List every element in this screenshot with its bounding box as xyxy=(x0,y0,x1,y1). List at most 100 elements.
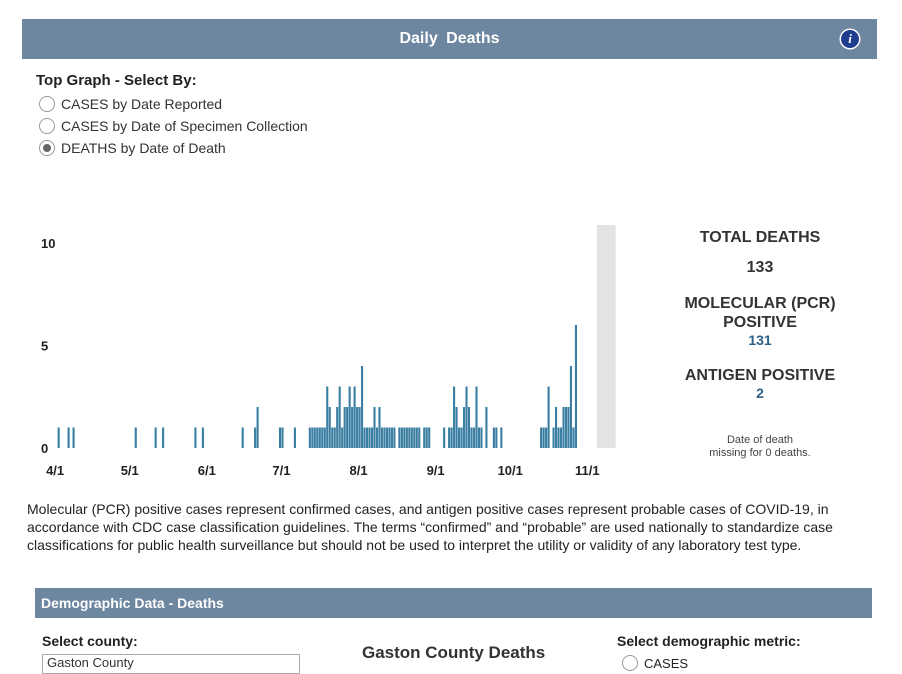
bar xyxy=(398,427,401,448)
county-deaths-title: Gaston County Deaths xyxy=(362,643,546,662)
bar xyxy=(323,427,326,448)
bar xyxy=(353,386,356,448)
classification-note: Molecular (PCR) positive cases represent… xyxy=(27,501,833,553)
bar xyxy=(321,427,324,448)
x-tick-label: 8/1 xyxy=(349,463,367,478)
bar xyxy=(351,407,354,448)
bar xyxy=(256,407,259,448)
bar xyxy=(333,427,336,448)
bar xyxy=(418,427,421,448)
highlight-band xyxy=(609,225,616,448)
bar xyxy=(567,407,570,448)
demographic-title: Demographic Data - Deaths xyxy=(41,595,224,611)
x-tick-label: 7/1 xyxy=(272,463,290,478)
county-dropdown[interactable]: Gaston County xyxy=(42,654,300,674)
pcr-value: 131 xyxy=(748,332,772,348)
total-deaths-label: TOTAL DEATHS xyxy=(699,229,821,246)
bar xyxy=(67,427,70,448)
bar xyxy=(134,427,137,448)
bar xyxy=(358,407,361,448)
antigen-value: 2 xyxy=(756,385,764,401)
bar xyxy=(336,407,339,448)
y-tick-label: 10 xyxy=(41,236,55,251)
bar xyxy=(313,427,316,448)
bar xyxy=(308,427,311,448)
highlight-band xyxy=(596,225,608,448)
bar xyxy=(574,325,578,448)
x-tick-label: 11/1 xyxy=(575,463,600,478)
bar xyxy=(415,427,418,448)
radio-metric-cases[interactable]: CASES xyxy=(622,655,688,671)
select-county-label: Select county: xyxy=(42,633,138,649)
radio-button-selected[interactable] xyxy=(39,140,55,156)
radio-button[interactable] xyxy=(39,96,55,112)
bar xyxy=(542,427,545,448)
x-tick-label: 4/1 xyxy=(46,463,64,478)
info-icon[interactable]: i xyxy=(841,30,859,48)
bar xyxy=(331,427,334,448)
x-tick-label: 5/1 xyxy=(121,463,139,478)
bar xyxy=(455,407,458,448)
radio-cases-date-reported[interactable]: CASES by Date Reported xyxy=(39,93,308,115)
bar xyxy=(423,427,426,448)
bar xyxy=(465,386,468,448)
bar xyxy=(346,407,349,448)
bar xyxy=(564,407,568,448)
bar xyxy=(328,407,331,448)
bar xyxy=(472,427,476,448)
bar xyxy=(154,427,157,448)
bar xyxy=(338,386,341,448)
bar xyxy=(57,427,60,448)
bar xyxy=(495,427,498,448)
bar xyxy=(500,427,503,448)
bar xyxy=(485,407,488,448)
bar xyxy=(368,427,371,448)
bar xyxy=(477,427,481,448)
bar xyxy=(316,427,319,448)
bar xyxy=(201,427,204,448)
bar xyxy=(383,427,386,448)
pcr-label-line2: POSITIVE xyxy=(723,314,797,331)
bar xyxy=(475,386,478,448)
bar xyxy=(403,427,406,448)
radio-label: CASES by Date Reported xyxy=(61,96,223,112)
radio-button[interactable] xyxy=(39,118,55,134)
select-by-title: Top Graph - Select By: xyxy=(36,72,197,89)
bar xyxy=(254,427,257,448)
bar xyxy=(453,386,456,448)
bar xyxy=(413,427,416,448)
radio-deaths-date-of-death[interactable]: DEATHS by Date of Death xyxy=(39,137,308,159)
bar xyxy=(425,427,428,448)
bar xyxy=(348,386,351,448)
bar xyxy=(408,427,411,448)
radio-cases-specimen-collection[interactable]: CASES by Date of Specimen Collection xyxy=(39,115,308,137)
total-deaths-value: 133 xyxy=(746,259,774,276)
radio-button[interactable] xyxy=(622,655,638,671)
bar xyxy=(326,386,329,448)
bar xyxy=(194,427,197,448)
bar xyxy=(450,427,453,448)
bar xyxy=(545,427,548,448)
bar xyxy=(363,427,366,448)
bar xyxy=(448,427,451,448)
bar xyxy=(373,407,376,448)
bar xyxy=(378,407,381,448)
daily-deaths-chart: 10 5 0 4/1 5/1 6/1 7/1 8/1 9/1 10/1 11/1 xyxy=(41,225,616,478)
bar xyxy=(380,427,384,448)
bar xyxy=(557,427,560,448)
bar xyxy=(341,427,344,448)
x-tick-label: 10/1 xyxy=(498,463,523,478)
bar xyxy=(385,427,388,448)
bar xyxy=(388,427,391,448)
bar xyxy=(293,427,296,448)
bar xyxy=(405,427,408,448)
bar xyxy=(559,427,563,448)
bar xyxy=(311,427,314,448)
y-tick-label: 0 xyxy=(41,441,48,456)
radio-label: CASES by Date of Specimen Collection xyxy=(61,118,308,134)
bar xyxy=(361,366,364,448)
bar xyxy=(375,427,379,448)
bar xyxy=(540,427,543,448)
bar xyxy=(278,427,282,448)
pcr-label-line1: MOLECULAR (PCR) xyxy=(684,295,836,312)
